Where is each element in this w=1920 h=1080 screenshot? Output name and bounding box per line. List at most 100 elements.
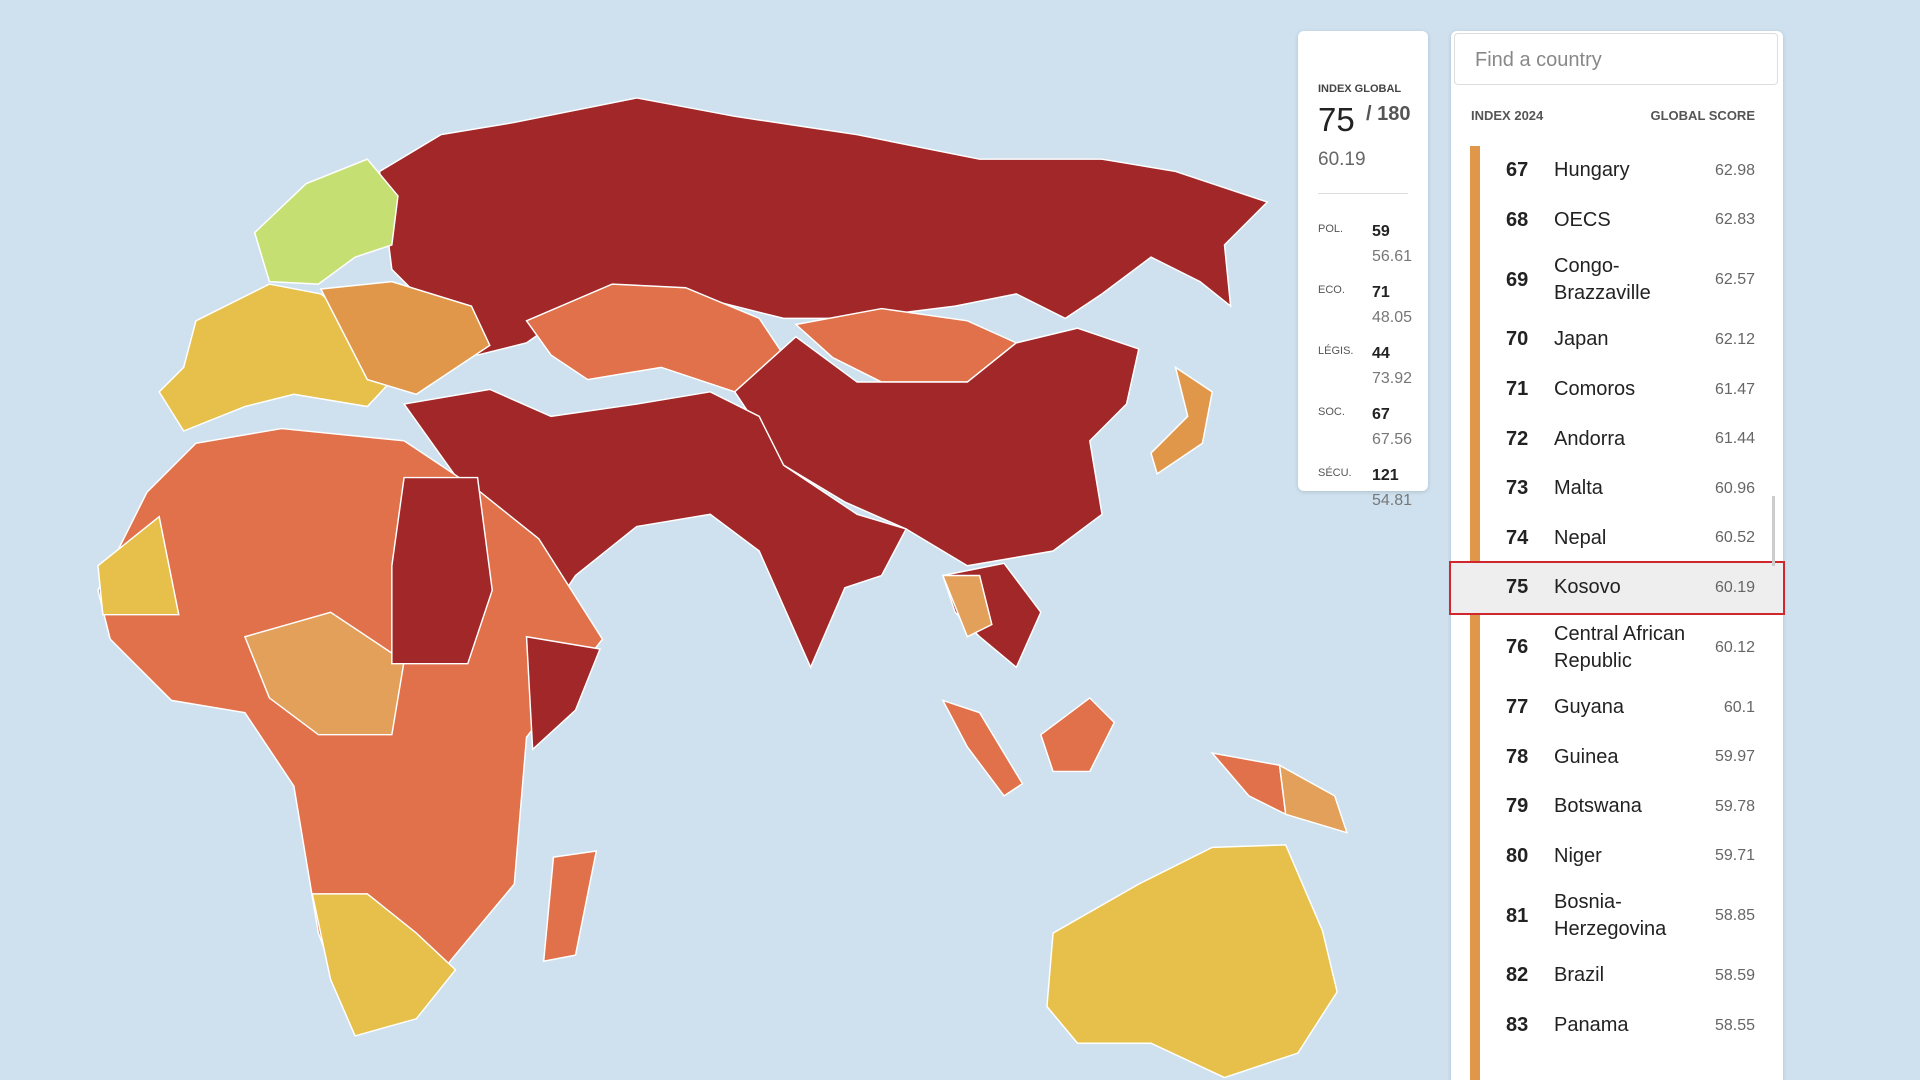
indicator-score: 73.92 — [1372, 370, 1413, 387]
country-row[interactable]: 69 Congo-Brazzaville 62.57 — [1451, 245, 1783, 315]
row-country: Central African Republic — [1554, 622, 1686, 672]
row-country: Guyana — [1554, 696, 1625, 719]
country-row[interactable]: 68 OECS 62.83 — [1451, 196, 1783, 246]
row-country: Bosnia-Herzegovina — [1554, 891, 1667, 941]
row-score: 60.1 — [1723, 698, 1755, 716]
row-score: 62.12 — [1714, 330, 1755, 348]
row-rank: 67 — [1506, 159, 1529, 182]
row-score: 59.78 — [1714, 797, 1755, 815]
country-row[interactable]: 80 Niger 59.71 — [1451, 832, 1783, 882]
row-rank: 78 — [1506, 745, 1529, 768]
country-row[interactable]: 72 Andorra 61.44 — [1451, 414, 1783, 464]
indicator-score: 54.81 — [1372, 492, 1413, 509]
region — [941, 699, 1024, 797]
indicator-label: ECO. — [1318, 284, 1345, 296]
row-country: Malta — [1554, 477, 1603, 500]
row-score: 62.57 — [1714, 271, 1755, 289]
index-rank: 75 — [1318, 101, 1355, 138]
row-rank: 68 — [1506, 208, 1529, 231]
header-score: GLOBAL SCORE — [1650, 108, 1756, 123]
color-bar — [1470, 146, 1480, 1080]
indicator-label: LÉGIS. — [1318, 345, 1354, 357]
region — [253, 158, 399, 285]
row-country: Brazil — [1554, 964, 1605, 987]
country-row[interactable]: 81 Bosnia-Herzegovina 58.85 — [1451, 881, 1783, 951]
region — [941, 574, 993, 638]
indicator-rank: 59 — [1372, 223, 1390, 240]
row-country: Nepal — [1554, 526, 1607, 549]
country-row[interactable]: 83 Panama 58.55 — [1451, 1001, 1783, 1051]
region — [243, 611, 405, 736]
row-score: 62.83 — [1714, 211, 1755, 229]
indicator-rank: 67 — [1372, 406, 1390, 423]
indicator-score: 48.05 — [1372, 309, 1413, 326]
indicator-score: 67.56 — [1372, 431, 1413, 448]
scrollbar[interactable] — [1772, 496, 1775, 566]
divider — [1318, 193, 1408, 194]
row-rank: 79 — [1506, 795, 1529, 818]
row-country: Comoros — [1554, 378, 1636, 401]
region — [1046, 844, 1338, 1079]
region — [733, 327, 1140, 567]
country-row[interactable]: 78 Guinea 59.97 — [1451, 732, 1783, 782]
region — [542, 850, 598, 963]
indicator-label: SÉCU. — [1318, 467, 1352, 479]
row-country: Congo-Brazzaville — [1554, 255, 1651, 305]
country-row[interactable]: 71 Comoros 61.47 — [1451, 365, 1783, 415]
country-row[interactable]: 82 Brazil 58.59 — [1451, 951, 1783, 1001]
row-score: 60.96 — [1714, 479, 1755, 497]
index-score: 60.19 — [1318, 149, 1366, 170]
row-country: Niger — [1554, 844, 1602, 867]
row-country: Panama — [1554, 1014, 1629, 1037]
indicator-label: POL. — [1318, 223, 1344, 235]
country-row[interactable]: 79 Botswana 59.78 — [1451, 782, 1783, 832]
row-rank: 80 — [1506, 844, 1529, 867]
header-rank: INDEX 2024 — [1471, 108, 1544, 123]
index-total: / 180 — [1366, 103, 1411, 125]
row-rank: 70 — [1506, 328, 1529, 351]
country-row[interactable]: 67 Hungary 62.98 — [1451, 146, 1783, 196]
region — [378, 97, 1269, 356]
region — [1278, 763, 1349, 834]
region — [311, 893, 457, 1037]
row-score: 59.97 — [1714, 748, 1755, 766]
row-score: 60.52 — [1714, 529, 1755, 547]
index-card: INDEX GLOBAL 75 / 180 60.19 POL. 59 56.61 E… — [1298, 31, 1428, 509]
row-country: Guinea — [1554, 745, 1619, 768]
search-input[interactable]: Find a country — [1454, 33, 1778, 85]
row-rank: 76 — [1506, 636, 1529, 659]
row-rank: 81 — [1506, 904, 1529, 927]
region — [319, 280, 491, 396]
country-row[interactable]: 76 Central African Republic 60.12 — [1451, 613, 1783, 683]
row-country: Japan — [1554, 328, 1609, 351]
row-country: Botswana — [1554, 795, 1642, 818]
row-score: 62.98 — [1714, 161, 1755, 179]
country-row[interactable]: 70 Japan 62.12 — [1451, 315, 1783, 365]
row-country: Kosovo — [1554, 576, 1621, 599]
row-rank: 74 — [1506, 526, 1529, 549]
country-row[interactable]: 73 Malta 60.96 — [1451, 464, 1783, 514]
row-rank: 75 — [1506, 576, 1529, 599]
ranking-panel: Find a country INDEX 2024 GLOBAL SCORE 6… — [1449, 31, 1785, 1080]
row-score: 60.19 — [1714, 578, 1755, 596]
indicator-rank: 44 — [1372, 345, 1390, 362]
country-row[interactable]: 75 Kosovo 60.19 — [1449, 561, 1785, 615]
index-label: INDEX GLOBAL — [1318, 83, 1402, 95]
row-score: 58.55 — [1714, 1016, 1755, 1034]
row-score: 58.85 — [1714, 907, 1755, 925]
row-country: OECS — [1554, 208, 1611, 231]
country-row[interactable]: 74 Nepal 60.52 — [1451, 514, 1783, 564]
region — [1039, 696, 1116, 773]
region — [525, 635, 602, 751]
indicator-rank: 121 — [1372, 467, 1399, 484]
country-row[interactable]: 77 Guyana 60.1 — [1451, 683, 1783, 733]
indicator-label: SOC. — [1318, 406, 1345, 418]
row-rank: 72 — [1506, 427, 1529, 450]
row-rank: 82 — [1506, 964, 1529, 987]
row-rank: 69 — [1506, 268, 1529, 291]
indicator-rank: 71 — [1372, 284, 1390, 301]
row-rank: 71 — [1506, 378, 1529, 401]
row-score: 59.71 — [1714, 847, 1755, 865]
